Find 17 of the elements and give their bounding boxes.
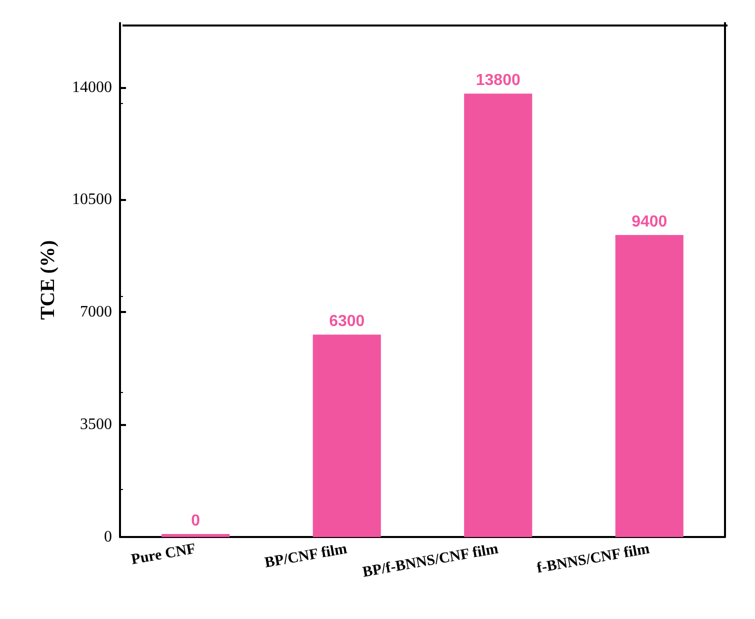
x-tick-label: BP/CNF film (264, 541, 349, 572)
bar (464, 94, 532, 537)
data-label: 6300 (329, 313, 365, 330)
x-tick-label: f-BNNS/CNF film (536, 541, 652, 577)
data-label: 0 (191, 512, 200, 530)
bar (162, 534, 230, 537)
bar (615, 235, 684, 537)
y-tick-label: 10500 (72, 191, 112, 208)
x-tick-label: Pure CNF (130, 541, 198, 568)
y-axis-title: TCE (%) (37, 240, 59, 320)
data-label: 13800 (476, 72, 520, 90)
y-tick-label: 0 (104, 528, 112, 546)
data-label: 9400 (632, 214, 668, 231)
y-tick-label: 14000 (72, 78, 112, 96)
y-tick-label: 7000 (80, 304, 112, 321)
bar (312, 334, 381, 537)
y-tick-label: 3500 (80, 416, 112, 434)
